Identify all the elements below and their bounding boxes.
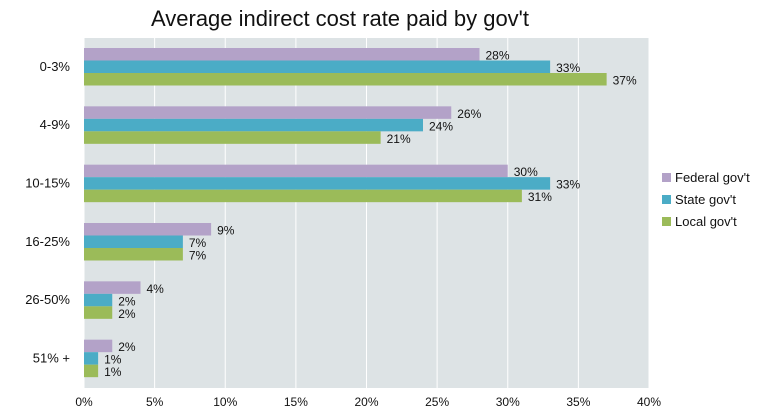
x-tick-label: 5%: [146, 395, 164, 409]
data-label: 9%: [217, 224, 235, 238]
bar: [84, 248, 183, 261]
data-label: 7%: [189, 236, 207, 250]
bar: [84, 48, 480, 61]
bar: [84, 223, 212, 236]
bar: [84, 73, 607, 86]
data-label: 33%: [556, 178, 580, 192]
bar: [84, 364, 99, 378]
x-tick-label: 30%: [496, 395, 520, 409]
bar: [84, 339, 113, 353]
x-tick-label: 0%: [75, 395, 93, 409]
data-label: 21%: [387, 132, 411, 146]
bar: [84, 293, 113, 307]
legend-label: Local gov't: [675, 214, 737, 229]
legend-label: State gov't: [675, 192, 736, 207]
category-label: 4-9%: [40, 117, 71, 132]
category-label: 16-25%: [25, 234, 70, 249]
chart-title: Average indirect cost rate paid by gov't: [151, 6, 529, 31]
data-label: 2%: [118, 340, 136, 354]
category-label: 10-15%: [25, 175, 70, 190]
bar: [84, 235, 183, 248]
x-tick-label: 35%: [566, 395, 590, 409]
bar: [84, 177, 551, 190]
bar: [84, 106, 452, 119]
category-label: 26-50%: [25, 292, 70, 307]
data-label: 37%: [613, 74, 637, 88]
bar: [84, 118, 423, 132]
category-label: 51% +: [33, 350, 70, 365]
bar: [84, 306, 113, 319]
legend-label: Federal gov't: [675, 170, 750, 185]
x-tick-label: 10%: [213, 395, 237, 409]
category-label: 0-3%: [40, 59, 71, 74]
bar: [84, 352, 99, 365]
x-tick-label: 25%: [425, 395, 449, 409]
data-label: 4%: [147, 282, 165, 296]
data-label: 24%: [429, 119, 453, 133]
data-label: 2%: [118, 307, 136, 321]
bar: [84, 189, 522, 203]
data-label: 26%: [457, 107, 481, 121]
x-tick-label: 20%: [354, 395, 378, 409]
data-label: 28%: [486, 49, 510, 63]
bar: [84, 131, 381, 144]
data-label: 7%: [189, 249, 207, 263]
bar: [84, 164, 508, 178]
data-label: 33%: [556, 61, 580, 75]
data-label: 1%: [104, 365, 122, 379]
legend-swatch: [662, 173, 671, 182]
bar: [84, 281, 141, 294]
data-label: 2%: [118, 294, 136, 308]
legend-swatch: [662, 217, 671, 226]
data-label: 31%: [528, 190, 552, 204]
legend: Federal gov't State gov't Local gov't: [662, 170, 750, 229]
plot-area: 0% 5% 10% 15% 20% 25% 30% 35% 40% 0-3% 28% 33% 37% 4-…: [25, 38, 661, 409]
legend-swatch: [662, 195, 671, 204]
data-label: 30%: [514, 165, 538, 179]
bar: [84, 60, 551, 73]
data-label: 1%: [104, 353, 122, 367]
x-tick-label: 15%: [284, 395, 308, 409]
x-tick-label: 40%: [637, 395, 661, 409]
